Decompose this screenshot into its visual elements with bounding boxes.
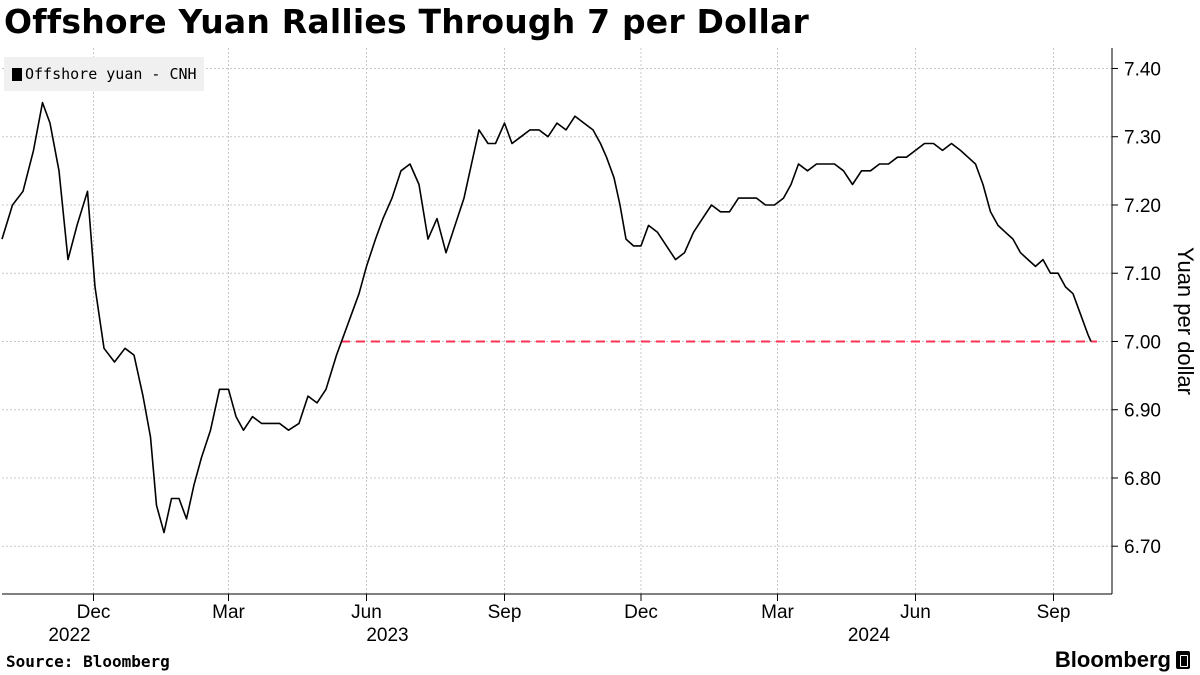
- x-tick-label: Mar: [761, 602, 794, 623]
- chart-title: Offshore Yuan Rallies Through 7 per Doll…: [4, 2, 809, 41]
- x-tick-label: Mar: [212, 602, 245, 623]
- y-axis-label: Yuan per dollar: [1173, 247, 1198, 395]
- x-tick-label: Jun: [900, 602, 931, 623]
- x-tick-label: Jun: [351, 602, 382, 623]
- x-year-label: 2024: [848, 625, 891, 646]
- terminal-badge-icon: [1176, 651, 1190, 669]
- x-tick-label: Sep: [488, 602, 522, 623]
- y-tick-label: 7.10: [1124, 264, 1161, 285]
- x-tick-label: Dec: [77, 602, 111, 623]
- legend-label: Offshore yuan - CNH: [25, 65, 197, 83]
- y-tick-label: 7.30: [1124, 128, 1161, 149]
- y-tick-label: 6.70: [1124, 537, 1161, 558]
- source-note: Source: Bloomberg: [6, 652, 170, 671]
- y-tick-label: 7.20: [1124, 196, 1161, 217]
- bloomberg-logo: Bloomberg: [1055, 647, 1190, 673]
- y-tick-label: 6.80: [1124, 469, 1161, 490]
- x-tick-label: Dec: [624, 602, 658, 623]
- x-year-label: 2022: [48, 625, 90, 646]
- chart-legend: Offshore yuan - CNH: [4, 57, 204, 91]
- x-year-label: 2023: [366, 625, 408, 646]
- x-tick-label: Sep: [1037, 602, 1071, 623]
- y-tick-label: 6.90: [1124, 401, 1161, 422]
- y-tick-label: 7.40: [1124, 59, 1161, 80]
- brand-name: Bloomberg: [1054, 647, 1171, 672]
- series-line-cnh: [1, 101, 1092, 534]
- y-tick-label: 7.00: [1124, 332, 1161, 353]
- legend-swatch: [12, 67, 22, 81]
